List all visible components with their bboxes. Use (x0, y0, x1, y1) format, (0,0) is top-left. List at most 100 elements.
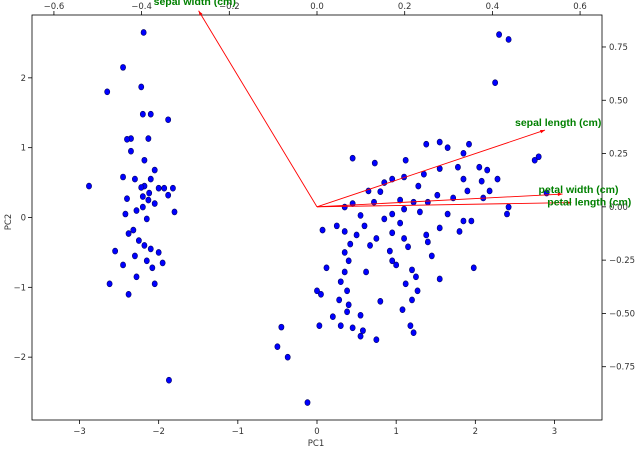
data-point (455, 163, 461, 171)
y-tick-label: 1 (21, 144, 26, 154)
data-point (402, 280, 409, 288)
data-point (323, 264, 330, 272)
loading-arrow (198, 10, 318, 208)
data-point (145, 196, 152, 204)
data-point (155, 184, 162, 192)
data-point (149, 264, 156, 272)
data-point (166, 376, 172, 384)
data-point (341, 228, 348, 235)
data-point (349, 324, 356, 332)
data-point (133, 273, 140, 281)
data-point (357, 332, 364, 340)
data-point (341, 268, 348, 276)
data-point (444, 210, 451, 218)
data-point (436, 138, 443, 146)
data-point (386, 247, 393, 255)
data-point (476, 163, 483, 171)
data-point (344, 308, 350, 316)
data-point (341, 249, 348, 256)
top-tick-label: 0.2 (398, 2, 412, 12)
data-point (329, 313, 336, 320)
data-point (112, 247, 119, 255)
data-point (353, 231, 360, 239)
data-point (377, 188, 384, 195)
data-point (423, 140, 430, 148)
data-point (284, 353, 291, 361)
data-point (464, 187, 471, 195)
data-point (505, 203, 512, 211)
x-tick-label: 2 (473, 427, 478, 437)
data-point (104, 88, 111, 96)
data-point (373, 336, 380, 343)
data-point (124, 135, 130, 143)
loading-arrow-head (540, 129, 545, 134)
data-point (389, 257, 396, 265)
data-point (417, 208, 423, 216)
loading-vectors: sepal length (cm) sepal width (cm) petal l… (154, 0, 632, 209)
data-point (139, 110, 146, 118)
x-tick-label: 0 (314, 427, 319, 437)
x-tick-label: −1 (232, 427, 245, 437)
data-point (460, 149, 467, 157)
y-axis-ticks: −2 −1 0 1 2 (13, 74, 32, 363)
data-point (424, 238, 431, 246)
top-tick-label: −0.6 (44, 2, 65, 12)
data-point (436, 275, 443, 283)
data-point (405, 243, 411, 251)
loading-arrow (316, 129, 546, 208)
right-tick-label: −0.75 (609, 363, 635, 373)
data-point (171, 208, 178, 216)
data-point (147, 175, 154, 183)
data-point (132, 175, 138, 183)
data-point (397, 196, 404, 204)
data-point (389, 229, 396, 237)
data-point (349, 154, 356, 162)
data-point (409, 296, 415, 304)
top-tick-label: 0.4 (486, 2, 500, 12)
data-point (124, 195, 130, 202)
data-point (357, 311, 364, 319)
y-tick-label: 2 (21, 74, 26, 84)
x-axis-label: PC1 (308, 439, 324, 449)
data-point (456, 228, 463, 235)
loading-arrow (316, 193, 563, 208)
data-point (120, 261, 126, 269)
right-axis-ticks: 0.75 0.50 0.25 0.00 −0.25 −0.50 −0.75 (602, 43, 635, 373)
data-point (531, 156, 538, 164)
data-point (410, 329, 417, 337)
data-point (373, 235, 380, 242)
data-point (371, 159, 378, 167)
data-point (434, 191, 441, 199)
right-tick-label: −0.25 (609, 256, 635, 266)
data-point (345, 257, 352, 265)
data-point (146, 189, 153, 197)
data-point (460, 175, 467, 183)
data-point (389, 210, 396, 218)
data-point (466, 140, 472, 148)
x-tick-label: −2 (152, 427, 165, 437)
y-tick-label: −2 (13, 353, 26, 363)
data-point (135, 237, 142, 244)
plot-area (31, 14, 603, 421)
data-point (389, 175, 396, 183)
data-point (363, 268, 369, 276)
data-point (106, 280, 113, 288)
right-tick-label: 0.50 (609, 96, 628, 106)
data-point (428, 252, 435, 260)
data-point (125, 291, 132, 298)
data-point (165, 191, 172, 199)
top-tick-label: 0.0 (310, 2, 324, 12)
data-point (138, 83, 145, 91)
data-point (139, 203, 146, 211)
data-point (444, 144, 451, 151)
data-point (361, 222, 368, 230)
right-tick-label: 0.75 (609, 43, 628, 53)
data-point (407, 322, 414, 330)
data-point (337, 278, 344, 286)
data-point (377, 297, 384, 305)
data-point (151, 166, 158, 174)
data-point (478, 177, 485, 185)
data-point (414, 287, 421, 295)
y-tick-label: −1 (13, 283, 26, 293)
